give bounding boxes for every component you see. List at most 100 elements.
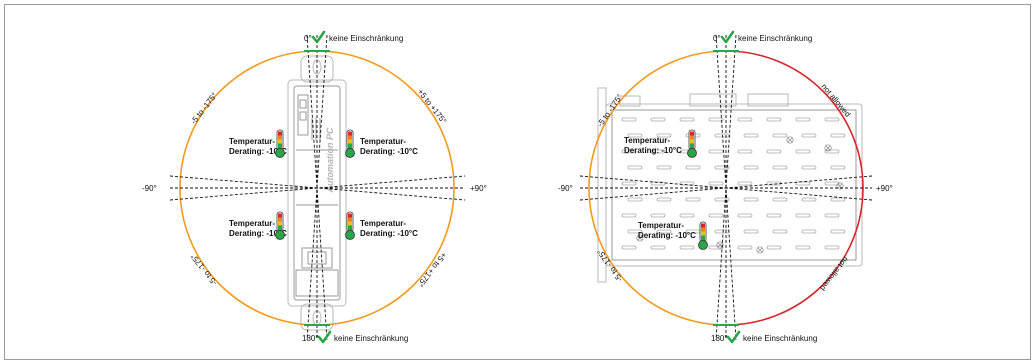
not-allowed-label-upper: not allowed [819,82,852,119]
thermometer-icon [275,129,285,158]
svg-text:Temperatur-: Temperatur- [360,137,406,146]
bottom-angle-label: 180° [302,334,319,343]
arc-label-upper-left: -5 to -175° [596,93,625,129]
vent-slot [830,229,846,234]
thermometer-icon [275,211,285,240]
vent-slot [772,165,788,170]
checkmark-icon [720,30,735,44]
vent-slot [685,165,701,170]
left-angle-label: -90° [142,184,157,193]
vent-slot [801,165,817,170]
svg-text:Temperatur-: Temperatur- [638,221,684,230]
derating-upper: Temperatur- Derating: -10°C [624,129,697,158]
vent-slot [795,245,811,250]
vent-slot [824,213,840,218]
vent-slot [650,245,666,250]
svg-text:Derating: -10°C: Derating: -10°C [360,229,418,238]
checkmark-icon [311,30,326,44]
vent-slot [627,133,643,138]
derating-lower: Temperatur- Derating: -10°C [638,221,708,250]
device-brand-label: Automation PC [325,127,335,193]
top-angle-label: 0° [713,34,721,43]
bottom-note: keine Einschränkung [334,334,408,343]
top-note: keine Einschränkung [329,34,403,43]
vent-slot [627,229,643,234]
fan-icon [756,246,764,254]
derating-upper-left: Temperatur- Derating: -10°C [229,129,287,158]
thermometer-icon [345,211,355,240]
tolerance-lines [169,34,466,341]
vent-slot [772,229,788,234]
device-horizontal-illustration [597,87,863,283]
vent-slot [708,117,724,122]
svg-text:Derating: -10°C: Derating: -10°C [360,147,418,156]
thermometer-icon [698,221,708,250]
vent-slot [737,117,753,122]
vent-slot [824,245,840,250]
arc-label-upper-right: +5 to +175° [416,87,449,125]
vent-slot [708,149,724,154]
vent-slot [795,149,811,154]
allowed-rotation-arc [588,50,727,326]
vent-slot [627,197,643,202]
vent-slot [766,213,782,218]
vent-slot [824,117,840,122]
vent-slot [772,197,788,202]
svg-text:Derating: -10°C: Derating: -10°C [229,229,287,238]
vent-slot [679,245,695,250]
vent-slot [621,213,637,218]
vent-slot [714,229,730,234]
svg-text:Derating: -10°C: Derating: -10°C [229,147,287,156]
vent-slot [708,213,724,218]
vent-slot [766,245,782,250]
arc-label-lower-left: -5 to -175° [596,248,625,284]
right-angle-label: +90° [876,184,893,193]
vent-slot [737,181,753,186]
outer-frame [4,4,1031,360]
vent-slot [708,245,724,250]
vent-slot [621,149,637,154]
vent-slot [737,213,753,218]
vent-slot [679,117,695,122]
vent-slot [656,197,672,202]
vent-slot [714,165,730,170]
vent-slot [737,245,753,250]
vent-slot [766,181,782,186]
derating-upper-right: Temperatur- Derating: -10°C [345,129,418,158]
vent-slot [621,181,637,186]
vent-slot [650,213,666,218]
svg-text:Temperatur-: Temperatur- [624,136,670,145]
vent-slot [714,133,730,138]
vent-slot [824,149,840,154]
vent-slot [621,245,637,250]
arc-label-upper-left: -5 to -175° [189,91,219,126]
arc-label-lower-left: -5 to -175° [189,252,219,287]
vent-slot [801,133,817,138]
vent-slot [650,117,666,122]
vent-slot [824,181,840,186]
left-orientation-panel: Automation PC 0° keine Einschränkung 180… [142,30,487,344]
vent-slot [801,229,817,234]
vent-slot [627,165,643,170]
vent-slot [743,133,759,138]
thermometer-icon [345,129,355,158]
vent-slot [830,133,846,138]
checkmark-icon [726,330,741,344]
vent-slot [830,165,846,170]
vent-slot [650,181,666,186]
vent-slot [650,149,666,154]
vent-slot [766,117,782,122]
vent-slot [743,197,759,202]
vent-slot [801,197,817,202]
vent-slot [621,117,637,122]
vent-slot [685,197,701,202]
vent-slot [679,213,695,218]
tolerance-lines [579,34,873,341]
left-angle-label: -90° [558,184,573,193]
vent-slot [743,229,759,234]
bottom-note: keine Einschränkung [743,334,817,343]
vent-slot [830,197,846,202]
fan-icon [786,136,794,144]
svg-text:Temperatur-: Temperatur- [229,219,275,228]
